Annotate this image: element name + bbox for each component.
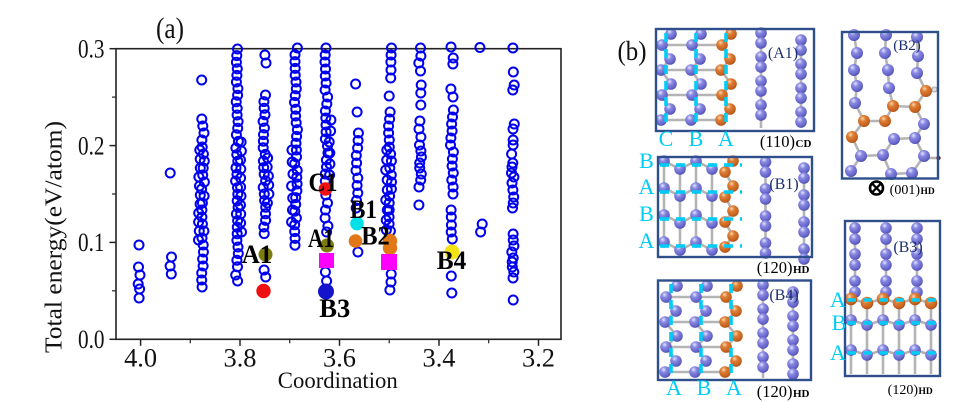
- svg-text:B3: B3: [319, 293, 350, 323]
- svg-text:A: A: [830, 287, 846, 312]
- svg-text:A: A: [666, 375, 682, 400]
- svg-text:0.1: 0.1: [78, 228, 105, 257]
- svg-text:(A1): (A1): [768, 45, 798, 62]
- svg-text:3.6: 3.6: [323, 344, 356, 373]
- svg-text:A: A: [639, 228, 655, 253]
- svg-text:0.2: 0.2: [78, 131, 105, 160]
- svg-text:C1: C1: [309, 167, 338, 197]
- svg-text:3.2: 3.2: [522, 344, 555, 373]
- svg-text:A1: A1: [242, 239, 273, 269]
- svg-text:(B1): (B1): [769, 176, 798, 193]
- svg-text:A: A: [726, 375, 742, 400]
- svg-text:HD: HD: [919, 387, 933, 397]
- svg-text:(B2): (B2): [893, 38, 921, 54]
- svg-text:B: B: [689, 126, 704, 151]
- svg-text:(B3): (B3): [893, 239, 922, 256]
- svg-text:0.3: 0.3: [78, 34, 105, 63]
- svg-text:0.0: 0.0: [78, 325, 105, 354]
- svg-text:(120): (120): [757, 258, 793, 277]
- svg-text:4.0: 4.0: [124, 344, 157, 373]
- svg-text:(B4): (B4): [769, 287, 798, 304]
- svg-text:A: A: [830, 340, 846, 365]
- svg-text:B4: B4: [437, 245, 467, 275]
- svg-text:Coordination: Coordination: [278, 368, 398, 393]
- svg-text:(120): (120): [888, 383, 919, 398]
- svg-text:HD: HD: [921, 187, 935, 197]
- svg-text:A: A: [639, 174, 655, 199]
- svg-text:B1: B1: [350, 194, 377, 224]
- svg-text:HD: HD: [793, 388, 810, 400]
- svg-text:CD: CD: [796, 138, 812, 150]
- svg-text:(110): (110): [760, 132, 795, 151]
- svg-text:(120): (120): [757, 382, 793, 401]
- svg-text:(001): (001): [890, 183, 921, 198]
- svg-text:A: A: [718, 126, 734, 151]
- svg-text:3.8: 3.8: [224, 344, 257, 373]
- svg-text:3.4: 3.4: [423, 344, 456, 373]
- svg-text:HD: HD: [793, 264, 810, 276]
- svg-text:B: B: [639, 201, 654, 226]
- svg-text:A1: A1: [308, 223, 334, 253]
- svg-text:Total energy(eV/atom): Total energy(eV/atom): [42, 121, 68, 353]
- svg-text:B: B: [832, 310, 847, 335]
- svg-text:(b): (b): [618, 36, 647, 66]
- svg-text:B2: B2: [361, 221, 390, 251]
- svg-text:B: B: [639, 148, 654, 173]
- svg-text:(a): (a): [156, 12, 184, 45]
- svg-text:C: C: [659, 126, 674, 151]
- svg-text:B: B: [697, 375, 712, 400]
